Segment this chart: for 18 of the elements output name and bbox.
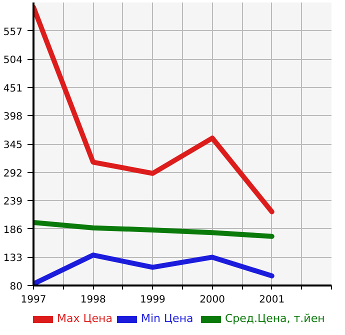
y-tick-label: 398 [3,112,23,123]
y-tick-label: 557 [3,26,23,38]
x-tick-label: 2000 [200,294,226,306]
x-tick-label: 1998 [80,294,106,306]
y-tick-label: 239 [3,196,23,208]
x-tick-label: 1999 [140,294,166,306]
x-tick-label: 2001 [259,294,285,306]
y-tick-label: 186 [3,224,23,236]
legend-label: Max Цена [57,312,112,325]
y-tick-label: 504 [3,55,23,66]
x-tick-label: 1997 [20,294,46,306]
legend-label: Сред.Цена, т.йен [225,312,325,325]
y-tick-label: 345 [3,140,23,151]
y-tick-label: 451 [3,83,23,94]
legend-label: Min Цена [141,312,194,325]
y-tick-label: 133 [3,253,23,264]
y-tick-label: 292 [3,168,23,180]
y-tick-label: 80 [10,282,23,292]
